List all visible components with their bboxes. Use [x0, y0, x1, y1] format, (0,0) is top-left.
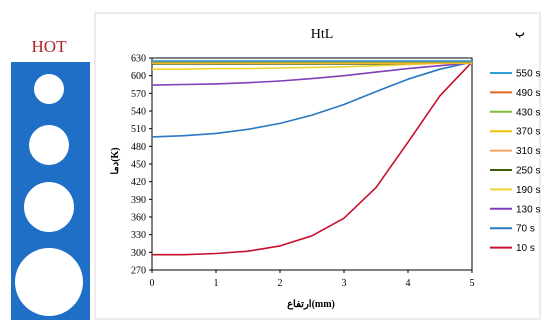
largest-circle: [15, 248, 83, 316]
panel-marker: ب: [515, 28, 524, 39]
legend-label: 370 s: [516, 127, 540, 138]
y-tick-label: 570: [131, 89, 146, 100]
legend-label: 550 s: [516, 69, 540, 80]
small-circle: [34, 74, 64, 104]
hot-label: HOT: [32, 37, 68, 56]
y-tick-label: 540: [131, 107, 146, 118]
x-tick-label: 4: [406, 278, 411, 289]
y-tick-label: 450: [131, 160, 146, 171]
legend-label: 250 s: [516, 166, 540, 177]
plot-border: [151, 57, 473, 271]
x-tick-label: 5: [470, 278, 475, 289]
large-circle: [24, 182, 74, 232]
y-tick-label: 480: [131, 142, 146, 153]
x-axis: 0 1 2 3 4 5: [150, 270, 475, 289]
y-tick-label: 330: [131, 230, 146, 241]
x-tick-label: 0: [150, 278, 155, 289]
y-tick-label: 630: [131, 54, 146, 65]
y-tick-label: 300: [131, 248, 146, 259]
plot-area: [151, 57, 473, 271]
x-tick-label: 1: [214, 278, 219, 289]
legend-label: 310 s: [516, 146, 540, 157]
y-tick-label: 510: [131, 124, 146, 135]
legend-label: 130 s: [516, 204, 540, 215]
y-axis: 270 300 330 360 390 420 450 480 510 540 570 600 630: [131, 54, 152, 277]
chart-title: HtL: [311, 27, 334, 42]
legend-label: 430 s: [516, 107, 540, 118]
x-tick-label: 3: [342, 278, 347, 289]
y-tick-label: 420: [131, 177, 146, 188]
x-tick-label: 2: [278, 278, 283, 289]
series-line-70s: [151, 61, 473, 138]
chart-frame: [94, 12, 541, 320]
legend-label: 70 s: [516, 224, 535, 235]
legend-label: 10 s: [516, 243, 535, 254]
series-line-10s: [152, 61, 473, 256]
legend-label: 190 s: [516, 185, 540, 196]
series-line-130s: [151, 61, 473, 86]
x-axis-label: ارتفاع(mm): [287, 299, 335, 310]
y-tick-label: 360: [131, 213, 146, 224]
y-tick-label: 390: [131, 195, 146, 206]
y-tick-label: 600: [131, 71, 146, 82]
y-axis-label: دما(K): [110, 147, 121, 174]
y-tick-label: 270: [131, 266, 146, 277]
series-lines: [151, 60, 473, 256]
legend: 550 s 490 s 430 s 370 s 310 s 250 s 190 s 130 s…: [490, 69, 540, 254]
medium-circle: [29, 125, 69, 165]
legend-label: 490 s: [516, 88, 540, 99]
hot-panel: HOT: [11, 37, 90, 320]
